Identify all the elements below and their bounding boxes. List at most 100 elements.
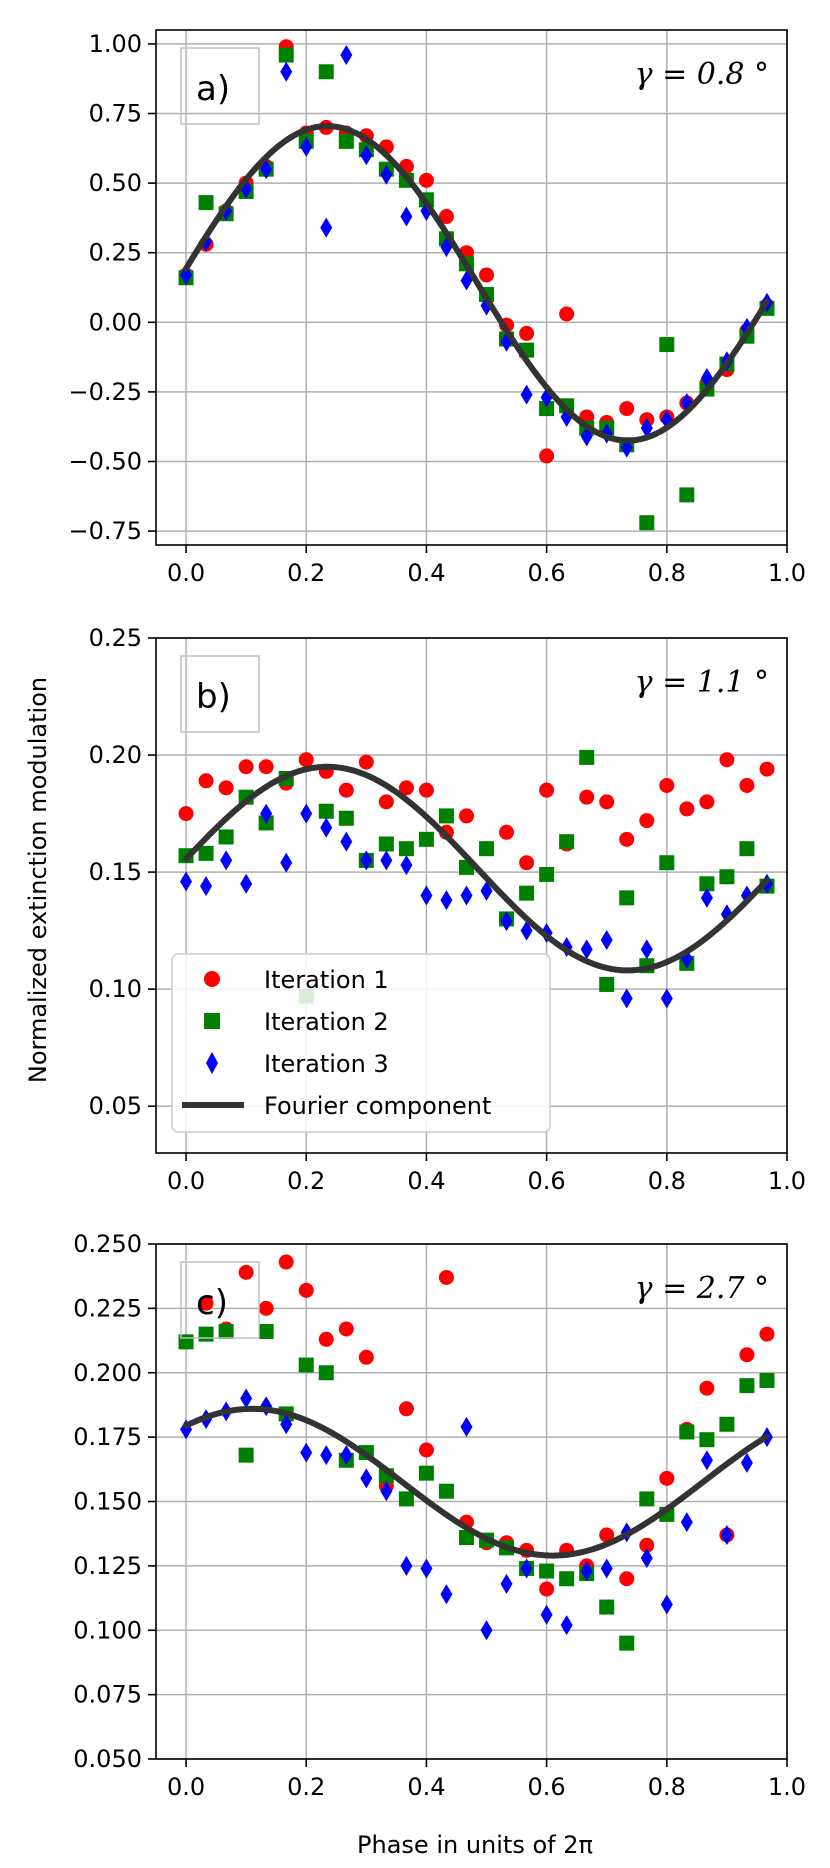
y-tick-label: 1.00: [89, 30, 142, 58]
data-point-iteration-3: [580, 939, 593, 960]
data-point-iteration-3: [600, 1558, 613, 1579]
y-tick-label: 0.225: [73, 1294, 142, 1322]
axes-frame: [155, 1243, 788, 1760]
legend-label-iteration-3: Iteration 3: [264, 1050, 389, 1078]
x-tick-label: 0.8: [648, 559, 686, 587]
y-tick-label: 0.20: [89, 741, 142, 769]
x-tick-label: 1.0: [768, 1167, 806, 1195]
data-point-iteration-2: [599, 1599, 615, 1615]
x-tick-label: 1.0: [768, 559, 806, 587]
legend-box: [171, 953, 551, 1133]
data-point-iteration-1: [358, 1349, 374, 1365]
data-point-iteration-1: [238, 1264, 254, 1280]
data-point-iteration-1: [238, 759, 254, 775]
data-point-iteration-3: [680, 1512, 693, 1533]
data-point-iteration-1: [499, 824, 515, 840]
data-point-iteration-3: [320, 1445, 333, 1466]
data-point-iteration-1: [198, 773, 214, 789]
data-point-iteration-2: [338, 133, 354, 149]
data-point-iteration-2: [579, 749, 595, 765]
data-point-iteration-3: [380, 164, 393, 185]
panel-label: a): [196, 69, 230, 109]
data-point-iteration-1: [218, 780, 234, 796]
y-tick-label: 0.150: [73, 1488, 142, 1516]
data-point-iteration-2: [699, 876, 715, 892]
data-point-iteration-2: [679, 1424, 695, 1440]
data-point-iteration-3: [460, 1416, 473, 1437]
x-tick-label: 0.4: [407, 1167, 445, 1195]
data-point-iteration-2: [418, 831, 434, 847]
x-tick-label: 0.6: [528, 1167, 566, 1195]
data-point-iteration-1: [619, 831, 635, 847]
data-point-iteration-3: [400, 206, 413, 227]
data-point-iteration-2: [318, 64, 334, 80]
legend-label-iteration-1: Iteration 1: [264, 966, 389, 994]
data-point-iteration-3: [380, 850, 393, 871]
data-point-iteration-2: [318, 803, 334, 819]
data-point-iteration-3: [180, 871, 193, 892]
data-point-iteration-2: [198, 195, 214, 211]
data-point-iteration-1: [519, 855, 535, 871]
data-point-iteration-3: [560, 1615, 573, 1636]
data-point-iteration-3: [640, 1548, 653, 1569]
data-point-iteration-2: [659, 337, 675, 353]
data-point-iteration-3: [180, 264, 193, 285]
data-point-iteration-1: [298, 752, 314, 768]
data-point-iteration-3: [300, 803, 313, 824]
data-point-iteration-3: [700, 1450, 713, 1471]
data-point-iteration-1: [539, 1581, 555, 1597]
data-point-iteration-2: [539, 401, 555, 417]
legend-marker-diamond: [206, 1052, 218, 1074]
data-point-iteration-1: [519, 325, 535, 341]
data-point-iteration-3: [740, 1452, 753, 1473]
data-point-iteration-2: [739, 841, 755, 857]
plot-area: [178, 749, 775, 1009]
legend-label-iteration-2: Iteration 2: [264, 1008, 389, 1036]
data-point-iteration-2: [759, 1372, 775, 1388]
data-point-iteration-1: [378, 794, 394, 810]
y-tick-label: 0.125: [73, 1552, 142, 1580]
data-point-iteration-3: [420, 1558, 433, 1579]
data-point-iteration-1: [418, 782, 434, 798]
legend-item-fourier-component: Fourier component: [182, 1092, 491, 1120]
data-point-iteration-2: [338, 810, 354, 826]
data-point-iteration-3: [420, 885, 433, 906]
y-tick-label: 0.200: [73, 1359, 142, 1387]
data-point-iteration-1: [198, 1295, 214, 1311]
data-point-iteration-2: [198, 1326, 214, 1342]
data-point-iteration-1: [418, 172, 434, 188]
panel-a: 0.0 0.2 0.4 0.6 0.8 1.0 −0.75 −0.50 −0.25 0.00 0.2…: [68, 29, 806, 587]
legend-marker-circle: [204, 971, 220, 987]
y-tick-label: 0.75: [89, 100, 142, 128]
data-point-iteration-2: [438, 808, 454, 824]
data-point-iteration-3: [400, 855, 413, 876]
data-point-iteration-3: [640, 418, 653, 439]
data-point-iteration-2: [218, 829, 234, 845]
legend-item-iteration-2: Iteration 2: [204, 1008, 389, 1036]
axes-frame: [155, 29, 788, 546]
data-point-iteration-3: [520, 920, 533, 941]
data-point-iteration-3: [260, 803, 273, 824]
legend: Iteration 1 Iteration 2 Iteration 3 Four…: [171, 953, 551, 1133]
data-point-iteration-3: [540, 1604, 553, 1625]
data-point-iteration-1: [358, 754, 374, 770]
data-point-iteration-1: [739, 1347, 755, 1363]
data-point-iteration-1: [338, 1321, 354, 1337]
data-point-iteration-1: [759, 1326, 775, 1342]
data-point-iteration-1: [398, 1401, 414, 1417]
x-axis-label: Phase in units of 2π: [357, 1831, 593, 1859]
data-point-iteration-3: [480, 1620, 493, 1641]
y-tick-label: 0.05: [89, 1092, 142, 1120]
data-point-iteration-2: [378, 836, 394, 852]
gamma-annotation: γ = 0.8 °: [635, 57, 769, 92]
data-point-iteration-3: [600, 929, 613, 950]
data-point-iteration-3: [240, 873, 253, 894]
data-point-iteration-1: [258, 1300, 274, 1316]
data-point-iteration-2: [599, 976, 615, 992]
data-point-iteration-1: [759, 761, 775, 777]
y-tick-label: −0.50: [68, 447, 142, 475]
panel-label-box: [180, 655, 260, 733]
data-point-iteration-3: [360, 1468, 373, 1489]
data-point-iteration-2: [519, 885, 535, 901]
x-tick-label: 0.4: [407, 559, 445, 587]
